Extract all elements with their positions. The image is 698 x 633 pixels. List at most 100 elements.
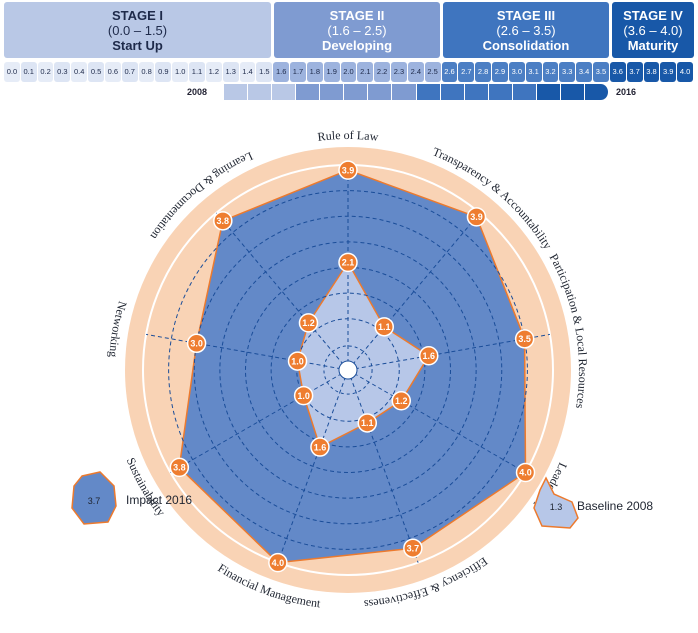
scale-tick: 3.7	[626, 62, 643, 82]
timeline-segment	[584, 84, 609, 100]
data-label: 1.1	[361, 418, 374, 428]
data-label: 3.0	[190, 339, 203, 349]
data-label: 1.6	[422, 351, 435, 361]
data-label: 3.8	[173, 463, 186, 473]
timeline-segment	[320, 84, 345, 100]
timeline-bar	[224, 84, 609, 100]
data-point	[287, 351, 308, 371]
data-point	[515, 462, 536, 483]
timeline-segment	[464, 84, 489, 100]
timeline-start-label: 2008	[187, 87, 208, 97]
grid-circle	[168, 190, 528, 550]
data-point	[357, 413, 378, 433]
timeline-segment	[560, 84, 585, 100]
timeline-end-label: 2016	[616, 87, 637, 97]
data-point	[374, 317, 394, 337]
grid-circle	[270, 292, 426, 448]
scale-tick: 0.8	[138, 62, 155, 82]
center-point	[338, 360, 358, 380]
data-point	[419, 346, 439, 366]
data-label: 1.2	[395, 396, 408, 406]
stage-1: STAGE I (0.0 – 1.5) Start Up	[4, 2, 271, 58]
data-point	[338, 252, 358, 273]
scale-tick: 2.8	[475, 62, 492, 82]
data-label: 3.8	[217, 216, 230, 226]
legend-label: Baseline 2008	[577, 499, 653, 513]
scale-tick: 2.3	[391, 62, 407, 82]
legend-item-1: 1.3 Baseline 2008	[533, 476, 653, 529]
legend-swatch	[533, 476, 579, 529]
legend-value: 1.3	[550, 502, 563, 512]
scale-tick: 1.7	[290, 62, 306, 82]
stage-name: STAGE II	[329, 8, 385, 23]
timeline-segment	[272, 84, 297, 100]
scale-tick: 0.7	[121, 62, 138, 82]
scale-tick: 1.3	[222, 62, 239, 82]
scale-tick: 1.8	[306, 62, 323, 82]
scale-tick: 3.4	[576, 62, 593, 82]
axis-spoke	[347, 369, 419, 563]
axis-label-text: Rule of Law	[317, 128, 380, 144]
data-point	[213, 211, 233, 231]
timeline-segment	[296, 84, 321, 100]
axis-spoke	[277, 369, 349, 563]
scale-tick: 3.1	[525, 62, 542, 82]
data-point	[391, 391, 412, 411]
scale-tick: 2.7	[458, 62, 475, 82]
stage-header: STAGE I (0.0 – 1.5) Start Up STAGE II (1.6 –…	[4, 2, 694, 58]
scale-tick: 1.4	[239, 62, 256, 82]
timeline-segment	[536, 84, 561, 100]
stage-label: Consolidation	[482, 38, 570, 53]
timeline-segment	[416, 84, 441, 100]
scale-tick: 3.5	[593, 62, 609, 82]
timeline-segment	[440, 84, 465, 100]
grid-circle	[323, 345, 373, 395]
scale-tick: 1.0	[172, 62, 189, 82]
data-label: 1.0	[297, 391, 310, 401]
scale-tick: 3.0	[508, 62, 525, 82]
scale-tick: 0.1	[20, 62, 37, 82]
data-point	[514, 329, 535, 349]
stage-range: (2.6 – 3.5)	[496, 23, 556, 38]
scale-tick: 1.9	[323, 62, 340, 82]
data-label: 1.6	[314, 442, 327, 452]
stage-label: Developing	[321, 38, 393, 53]
axis-spoke	[170, 369, 349, 473]
scale-tick: 2.9	[492, 62, 508, 82]
stage-label: Maturity	[627, 38, 679, 53]
data-label: 4.0	[272, 558, 285, 568]
timeline-segment	[392, 84, 417, 100]
scale-tick: 4.0	[677, 62, 693, 82]
timeline-segment	[512, 84, 537, 100]
data-label: 1.1	[378, 322, 391, 332]
timeline-segment	[344, 84, 369, 100]
scale-tick: 2.2	[374, 62, 391, 82]
data-point	[186, 333, 207, 354]
data-point	[310, 437, 330, 457]
scale-tick: 2.6	[441, 62, 458, 82]
scale-tick: 1.1	[189, 62, 205, 82]
stage-range: (3.6 – 4.0)	[623, 23, 683, 38]
axis-spoke	[347, 212, 481, 371]
legend-value: 3.7	[88, 496, 101, 506]
data-label: 3.9	[342, 165, 355, 175]
scale-tick: 0.9	[155, 62, 172, 82]
data-point	[293, 385, 314, 406]
timeline-segment	[368, 84, 393, 100]
legend-label: Impact 2016	[126, 493, 192, 507]
timeline-segment	[248, 84, 273, 100]
data-label: 2.1	[342, 258, 355, 268]
data-label: 3.7	[407, 543, 420, 553]
data-label: 1.0	[291, 356, 304, 366]
scale-tick: 0.4	[71, 62, 88, 82]
axis-spoke	[347, 369, 526, 473]
data-label: 4.0	[519, 468, 532, 478]
scale-tick: 0.0	[4, 62, 20, 82]
data-point	[338, 160, 358, 180]
scale-tick: 2.1	[357, 62, 374, 82]
scale-tick: 3.8	[643, 62, 660, 82]
stage-name: STAGE IV	[623, 8, 683, 23]
stage-name: STAGE I	[111, 8, 164, 23]
scale-tick: 3.6	[609, 62, 626, 82]
axis-spoke	[146, 333, 349, 371]
